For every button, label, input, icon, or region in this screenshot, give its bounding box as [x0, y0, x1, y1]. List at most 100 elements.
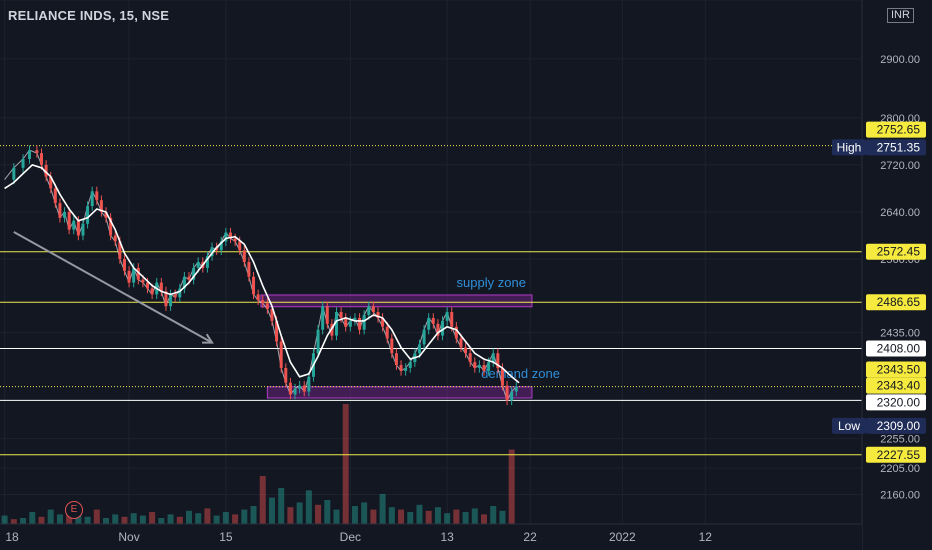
level-label-4: 2408.00: [877, 342, 921, 356]
price-axis: 2900.002800.002720.002640.002560.002435.…: [832, 0, 932, 550]
price-tick-3: 2720.00: [880, 160, 920, 172]
candle-body-17: [95, 191, 99, 201]
candle-body-8: [53, 188, 57, 204]
candle-body-1: [12, 167, 16, 180]
candle-body-66: [321, 306, 325, 330]
candle-body-44: [219, 241, 223, 251]
candle-body-23: [122, 259, 126, 271]
candle-body-73: [353, 317, 357, 321]
candle-body-94: [450, 312, 454, 327]
candle-body-42: [210, 247, 214, 257]
candle-body-57: [279, 341, 283, 368]
level-tag-8: Low: [838, 419, 860, 433]
level-label-0: 2752.65: [877, 123, 921, 137]
level-label-bg-4: [866, 340, 926, 357]
volume-bar-8: [75, 513, 82, 524]
volume-bar-51: [471, 508, 478, 524]
candle-body-61: [298, 385, 302, 389]
level-label-bg-3: [866, 294, 926, 311]
candle-body-54: [265, 303, 269, 310]
candle-body-22: [118, 241, 122, 260]
candle-body-41: [205, 256, 209, 268]
volume-bar-3: [29, 512, 36, 524]
volume-bar-11: [103, 518, 110, 524]
volume-bar-15: [139, 515, 146, 524]
time-axis: 18 Nov 15 Dec 13 22 2022 12: [0, 523, 862, 550]
volume-bar-50: [462, 512, 469, 524]
volume-bar-29: [268, 497, 275, 524]
candle-body-75: [362, 314, 366, 330]
volume-bar-21: [195, 513, 202, 524]
candle-body-81: [390, 338, 394, 354]
price-tick-8: 2205.00: [880, 463, 920, 475]
volume-bar-14: [130, 513, 137, 524]
volume-bar-26: [241, 509, 248, 524]
volume-bar-20: [185, 510, 192, 524]
candle-body-101: [482, 365, 486, 371]
candle-body-63: [307, 376, 311, 392]
volume-bar-49: [453, 509, 460, 524]
level-label-7: 2320.00: [877, 395, 921, 409]
volume-bar-52: [481, 514, 488, 524]
volume-bar-6: [56, 514, 63, 524]
level-label-3: 2486.65: [877, 295, 921, 309]
grid: [0, 0, 862, 524]
candle-body-92: [441, 320, 445, 336]
candle-body-58: [284, 367, 288, 383]
volume-bar-42: [388, 507, 395, 524]
candle-body-2: [21, 158, 25, 168]
candle-body-37: [187, 276, 191, 280]
price-tick-1: 2900.00: [880, 54, 920, 66]
zone-0: [260, 294, 533, 308]
candle-body-11: [67, 211, 71, 230]
earnings-icon[interactable]: E: [65, 501, 83, 519]
volume-bar-31: [287, 507, 294, 524]
volume-bar-34: [315, 504, 322, 524]
price-tick-6: 2435.00: [880, 328, 920, 340]
candle-body-50: [247, 262, 251, 277]
candle-body-3: [28, 150, 32, 159]
candle-body-83: [399, 365, 403, 371]
candle-body-103: [491, 353, 495, 363]
volume-bar-19: [176, 516, 183, 524]
candle-body-46: [228, 232, 232, 239]
currency-badge[interactable]: INR: [887, 8, 914, 23]
series-ma: [4, 163, 520, 384]
candle-body-5: [39, 153, 43, 165]
candle-body-102: [487, 362, 491, 371]
volume-bar-53: [490, 506, 497, 524]
volume-bar-37: [342, 404, 349, 524]
zone-label-0: supply zone: [457, 275, 526, 290]
candle-body-107: [510, 391, 514, 401]
candle-body-47: [233, 238, 237, 242]
candle-body-76: [367, 306, 371, 315]
level-label-2: 2572.45: [877, 245, 921, 259]
time-tick-4: 13: [440, 530, 454, 544]
candle-body-29: [150, 288, 154, 295]
volume-bar-36: [333, 509, 340, 524]
candle-body-80: [385, 326, 389, 339]
candle-body-25: [132, 267, 136, 283]
candle-body-14: [81, 223, 85, 236]
level-label-5: 2343.50: [877, 363, 921, 377]
candle-body-24: [127, 270, 131, 283]
volume-bar-35: [324, 500, 331, 524]
candle-body-38: [192, 267, 196, 280]
candle-body-12: [72, 220, 76, 230]
zone-label-1: demand zone: [481, 366, 560, 381]
candle-body-96: [459, 338, 463, 348]
trend-arrow: [13, 231, 214, 344]
volume-bar-23: [213, 515, 220, 524]
volume-bar-24: [222, 512, 229, 524]
candle-body-100: [477, 365, 481, 368]
candle-body-10: [63, 211, 67, 218]
trend-arrow-head: [202, 333, 214, 344]
candle-body-35: [178, 288, 182, 298]
candle-body-27: [141, 279, 145, 283]
level-label-8: 2309.00: [877, 419, 921, 433]
zone-1: [266, 386, 533, 399]
candle-body-79: [381, 317, 385, 327]
time-tick-3: Dec: [340, 530, 361, 544]
volume-bar-32: [296, 502, 303, 524]
